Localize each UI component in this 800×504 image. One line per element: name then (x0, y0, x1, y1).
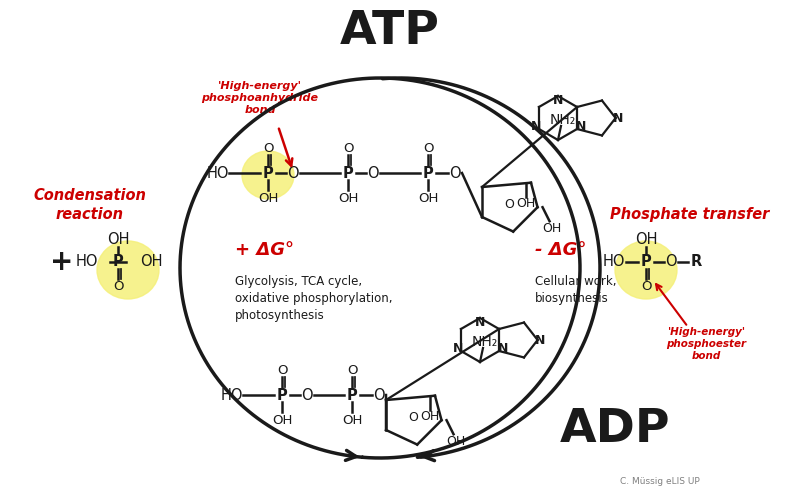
Text: P: P (641, 255, 651, 270)
Text: O: O (278, 363, 288, 376)
Text: OH: OH (338, 192, 358, 205)
Text: HO: HO (221, 388, 243, 403)
Text: N: N (535, 334, 545, 347)
Text: O: O (665, 255, 677, 270)
Text: P: P (346, 388, 358, 403)
Text: +: + (50, 248, 74, 276)
Text: NH₂: NH₂ (550, 113, 576, 127)
Text: O: O (367, 165, 379, 180)
Text: N: N (454, 342, 464, 355)
Text: 'High-energy'
phosphoanhydride
bond: 'High-energy' phosphoanhydride bond (202, 81, 318, 115)
Text: OH: OH (634, 232, 658, 247)
Text: OH: OH (140, 255, 162, 270)
Text: P: P (342, 165, 354, 180)
Text: O: O (301, 388, 313, 403)
Text: HO: HO (206, 165, 230, 180)
Text: N: N (531, 120, 542, 133)
Text: N: N (498, 342, 508, 355)
Text: OH: OH (272, 413, 292, 426)
Text: P: P (262, 165, 274, 180)
Ellipse shape (615, 241, 677, 299)
Text: O: O (449, 165, 461, 180)
Text: O: O (287, 165, 299, 180)
Ellipse shape (242, 151, 294, 199)
Text: OH: OH (542, 222, 561, 235)
Text: P: P (113, 255, 123, 270)
Text: ATP: ATP (340, 10, 440, 54)
Text: OH: OH (106, 232, 130, 247)
Text: O: O (424, 142, 434, 155)
Text: O: O (113, 281, 123, 293)
Text: Condensation
reaction: Condensation reaction (34, 188, 146, 222)
Text: + ΔG°: + ΔG° (235, 241, 294, 259)
Text: OH: OH (516, 197, 536, 210)
Text: HO: HO (75, 255, 98, 270)
Text: NH₂: NH₂ (472, 335, 498, 349)
Text: O: O (348, 363, 358, 376)
Text: O: O (264, 142, 274, 155)
Ellipse shape (97, 241, 159, 299)
Text: OH: OH (258, 192, 278, 205)
Text: N: N (553, 94, 563, 106)
Text: O: O (344, 142, 354, 155)
Text: OH: OH (420, 410, 440, 423)
Text: N: N (475, 316, 485, 329)
Text: R: R (690, 255, 702, 270)
Text: N: N (613, 111, 623, 124)
Text: ADP: ADP (560, 408, 670, 453)
Text: P: P (277, 388, 287, 403)
Text: N: N (576, 120, 586, 133)
Text: Cellular work,
biosynthesis: Cellular work, biosynthesis (535, 275, 617, 305)
Text: OH: OH (418, 192, 438, 205)
Text: 'High-energy'
phosphoester
bond: 'High-energy' phosphoester bond (666, 327, 746, 361)
Text: OH: OH (342, 413, 362, 426)
Text: O: O (505, 198, 514, 211)
Text: C. Müssig eLIS UP: C. Müssig eLIS UP (620, 477, 700, 486)
Text: O: O (641, 281, 651, 293)
Text: HO: HO (602, 255, 626, 270)
Text: P: P (422, 165, 434, 180)
Text: - ΔG°: - ΔG° (535, 241, 586, 259)
Text: Glycolysis, TCA cycle,
oxidative phosphorylation,
photosynthesis: Glycolysis, TCA cycle, oxidative phospho… (235, 275, 393, 322)
Text: O: O (409, 411, 418, 424)
Text: Phosphate transfer: Phosphate transfer (610, 208, 770, 222)
Text: OH: OH (446, 435, 465, 448)
Text: O: O (373, 388, 385, 403)
